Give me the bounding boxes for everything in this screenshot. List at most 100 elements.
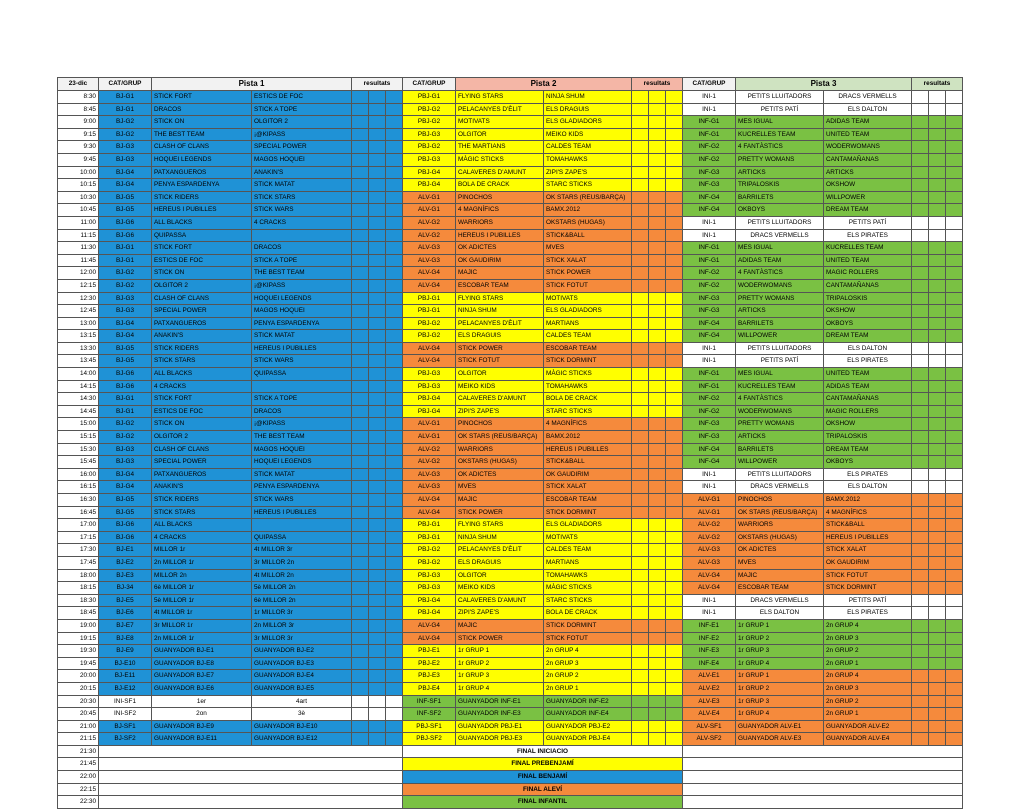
result-cell[interactable]: [385, 278, 403, 293]
score-cell[interactable]: [648, 404, 666, 419]
score-cell[interactable]: [631, 152, 649, 167]
result-cell[interactable]: [945, 140, 963, 154]
result-cell[interactable]: [665, 581, 683, 595]
score-cell[interactable]: [368, 644, 386, 658]
score-cell[interactable]: [648, 278, 666, 293]
score-cell[interactable]: [631, 190, 649, 205]
score-cell[interactable]: [648, 392, 666, 406]
score-cell[interactable]: [368, 732, 386, 746]
result-cell[interactable]: [665, 493, 683, 507]
score-cell[interactable]: [648, 656, 666, 671]
score-cell[interactable]: [648, 354, 666, 369]
result-cell[interactable]: [945, 266, 963, 280]
score-cell[interactable]: [631, 316, 649, 331]
score-cell[interactable]: [911, 455, 929, 469]
score-cell[interactable]: [351, 278, 369, 293]
score-cell[interactable]: [368, 140, 386, 154]
score-cell[interactable]: [928, 656, 946, 671]
score-cell[interactable]: [648, 555, 666, 570]
score-cell[interactable]: [928, 644, 946, 658]
score-cell[interactable]: [911, 467, 929, 482]
result-cell[interactable]: [665, 631, 683, 646]
score-cell[interactable]: [928, 518, 946, 532]
score-cell[interactable]: [648, 291, 666, 306]
score-cell[interactable]: [911, 90, 929, 104]
result-cell[interactable]: [665, 656, 683, 671]
score-cell[interactable]: [648, 304, 666, 318]
score-cell[interactable]: [928, 719, 946, 734]
score-cell[interactable]: [911, 669, 929, 683]
score-cell[interactable]: [351, 178, 369, 192]
score-cell[interactable]: [928, 266, 946, 280]
score-cell[interactable]: [351, 341, 369, 356]
score-cell[interactable]: [351, 115, 369, 129]
score-cell[interactable]: [911, 480, 929, 494]
score-cell[interactable]: [368, 404, 386, 419]
score-cell[interactable]: [928, 581, 946, 595]
score-cell[interactable]: [631, 430, 649, 444]
score-cell[interactable]: [928, 493, 946, 507]
result-cell[interactable]: [665, 278, 683, 293]
score-cell[interactable]: [351, 253, 369, 268]
result-cell[interactable]: [945, 102, 963, 117]
score-cell[interactable]: [911, 140, 929, 154]
score-cell[interactable]: [911, 127, 929, 142]
score-cell[interactable]: [911, 644, 929, 658]
score-cell[interactable]: [351, 430, 369, 444]
score-cell[interactable]: [928, 379, 946, 394]
score-cell[interactable]: [631, 656, 649, 671]
score-cell[interactable]: [368, 467, 386, 482]
score-cell[interactable]: [368, 379, 386, 394]
result-cell[interactable]: [385, 656, 403, 671]
result-cell[interactable]: [945, 417, 963, 432]
result-cell[interactable]: [665, 367, 683, 381]
score-cell[interactable]: [351, 606, 369, 620]
result-cell[interactable]: [385, 379, 403, 394]
result-cell[interactable]: [665, 215, 683, 230]
score-cell[interactable]: [928, 127, 946, 142]
score-cell[interactable]: [928, 215, 946, 230]
score-cell[interactable]: [911, 316, 929, 331]
result-cell[interactable]: [665, 430, 683, 444]
score-cell[interactable]: [631, 593, 649, 608]
result-cell[interactable]: [665, 341, 683, 356]
score-cell[interactable]: [631, 127, 649, 142]
result-cell[interactable]: [665, 593, 683, 608]
score-cell[interactable]: [368, 152, 386, 167]
score-cell[interactable]: [368, 581, 386, 595]
score-cell[interactable]: [368, 367, 386, 381]
score-cell[interactable]: [928, 90, 946, 104]
result-cell[interactable]: [385, 505, 403, 520]
score-cell[interactable]: [351, 581, 369, 595]
score-cell[interactable]: [368, 631, 386, 646]
score-cell[interactable]: [911, 341, 929, 356]
result-cell[interactable]: [665, 530, 683, 545]
score-cell[interactable]: [648, 505, 666, 520]
score-cell[interactable]: [368, 543, 386, 557]
score-cell[interactable]: [368, 190, 386, 205]
score-cell[interactable]: [368, 681, 386, 696]
score-cell[interactable]: [351, 568, 369, 583]
score-cell[interactable]: [368, 455, 386, 469]
result-cell[interactable]: [665, 480, 683, 494]
score-cell[interactable]: [368, 215, 386, 230]
score-cell[interactable]: [351, 480, 369, 494]
score-cell[interactable]: [368, 480, 386, 494]
score-cell[interactable]: [368, 505, 386, 520]
score-cell[interactable]: [928, 732, 946, 746]
score-cell[interactable]: [911, 203, 929, 217]
score-cell[interactable]: [911, 404, 929, 419]
score-cell[interactable]: [631, 505, 649, 520]
result-cell[interactable]: [945, 304, 963, 318]
score-cell[interactable]: [368, 165, 386, 180]
result-cell[interactable]: [945, 543, 963, 557]
score-cell[interactable]: [648, 140, 666, 154]
score-cell[interactable]: [911, 354, 929, 369]
score-cell[interactable]: [631, 266, 649, 280]
score-cell[interactable]: [648, 568, 666, 583]
result-cell[interactable]: [385, 341, 403, 356]
score-cell[interactable]: [351, 354, 369, 369]
result-cell[interactable]: [385, 304, 403, 318]
result-cell[interactable]: [665, 304, 683, 318]
score-cell[interactable]: [631, 518, 649, 532]
